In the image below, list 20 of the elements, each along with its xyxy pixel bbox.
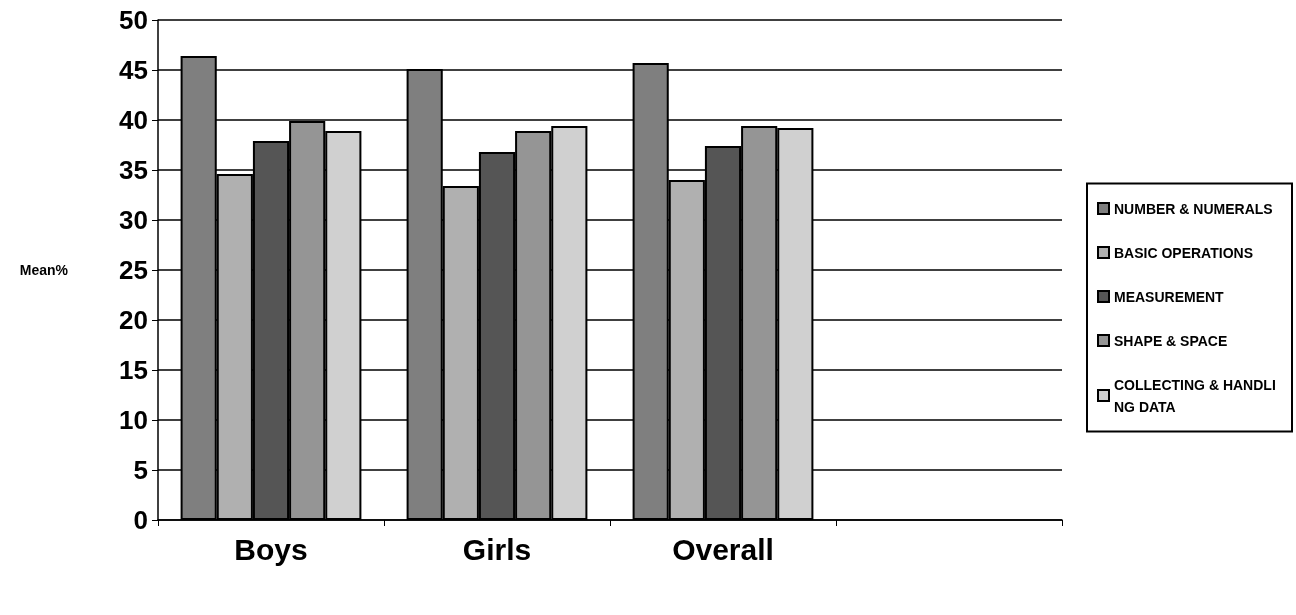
y-tick-label: 25 xyxy=(119,255,148,285)
legend-label: COLLECTING & HANDLING DATA xyxy=(1114,376,1276,415)
legend-label: MEASUREMENT xyxy=(1114,288,1225,305)
y-tick-label: 0 xyxy=(133,505,148,535)
y-tick-label: 50 xyxy=(119,5,148,35)
y-tick-label: 5 xyxy=(133,455,148,485)
legend-label: BASIC OPERATIONS xyxy=(1114,244,1253,261)
y-tick-label: 30 xyxy=(119,205,148,235)
x-tick-label: Overall xyxy=(672,532,774,566)
legend-label: NUMBER & NUMERALS xyxy=(1114,200,1273,217)
y-axis-title: Mean% xyxy=(19,262,69,278)
y-tick-label: 20 xyxy=(119,305,148,335)
y-tick-label: 15 xyxy=(119,355,148,385)
y-tick-label: 40 xyxy=(119,105,148,135)
legend-label: SHAPE & SPACE xyxy=(1114,332,1228,349)
y-tick-label: 45 xyxy=(119,55,148,85)
y-tick-label: 10 xyxy=(119,405,148,435)
x-tick-label: Girls xyxy=(462,532,532,566)
y-tick-label: 35 xyxy=(119,155,148,185)
x-tick-label: Boys xyxy=(234,532,308,566)
